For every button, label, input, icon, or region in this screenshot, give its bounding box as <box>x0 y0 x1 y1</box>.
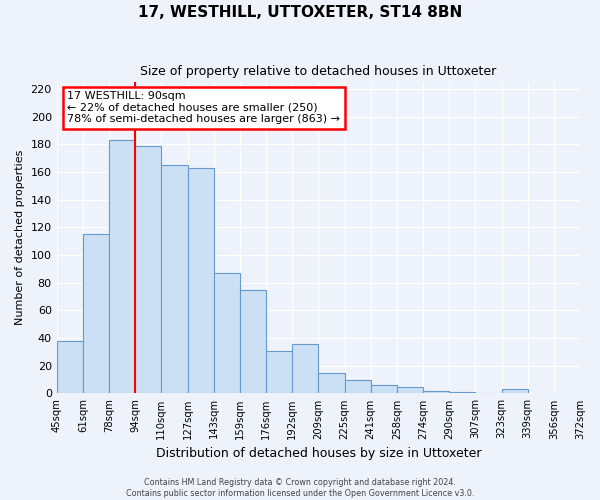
Bar <box>83 234 109 394</box>
Text: 17, WESTHILL, UTTOXETER, ST14 8BN: 17, WESTHILL, UTTOXETER, ST14 8BN <box>138 5 462 20</box>
Y-axis label: Number of detached properties: Number of detached properties <box>15 150 25 326</box>
Bar <box>266 350 292 394</box>
X-axis label: Distribution of detached houses by size in Uttoxeter: Distribution of detached houses by size … <box>155 447 481 460</box>
Bar <box>423 390 449 394</box>
Text: Contains HM Land Registry data © Crown copyright and database right 2024.
Contai: Contains HM Land Registry data © Crown c… <box>126 478 474 498</box>
Bar <box>319 372 344 394</box>
Bar <box>502 390 527 394</box>
Bar <box>240 290 266 394</box>
Bar <box>292 344 319 394</box>
Bar <box>187 168 214 394</box>
Bar <box>344 380 371 394</box>
Bar <box>397 386 423 394</box>
Bar <box>161 165 187 394</box>
Bar <box>135 146 161 394</box>
Bar <box>56 341 83 394</box>
Bar <box>109 140 135 394</box>
Text: 17 WESTHILL: 90sqm
← 22% of detached houses are smaller (250)
78% of semi-detach: 17 WESTHILL: 90sqm ← 22% of detached hou… <box>67 92 340 124</box>
Bar <box>371 385 397 394</box>
Bar <box>449 392 475 394</box>
Bar <box>214 273 240 394</box>
Title: Size of property relative to detached houses in Uttoxeter: Size of property relative to detached ho… <box>140 65 496 78</box>
